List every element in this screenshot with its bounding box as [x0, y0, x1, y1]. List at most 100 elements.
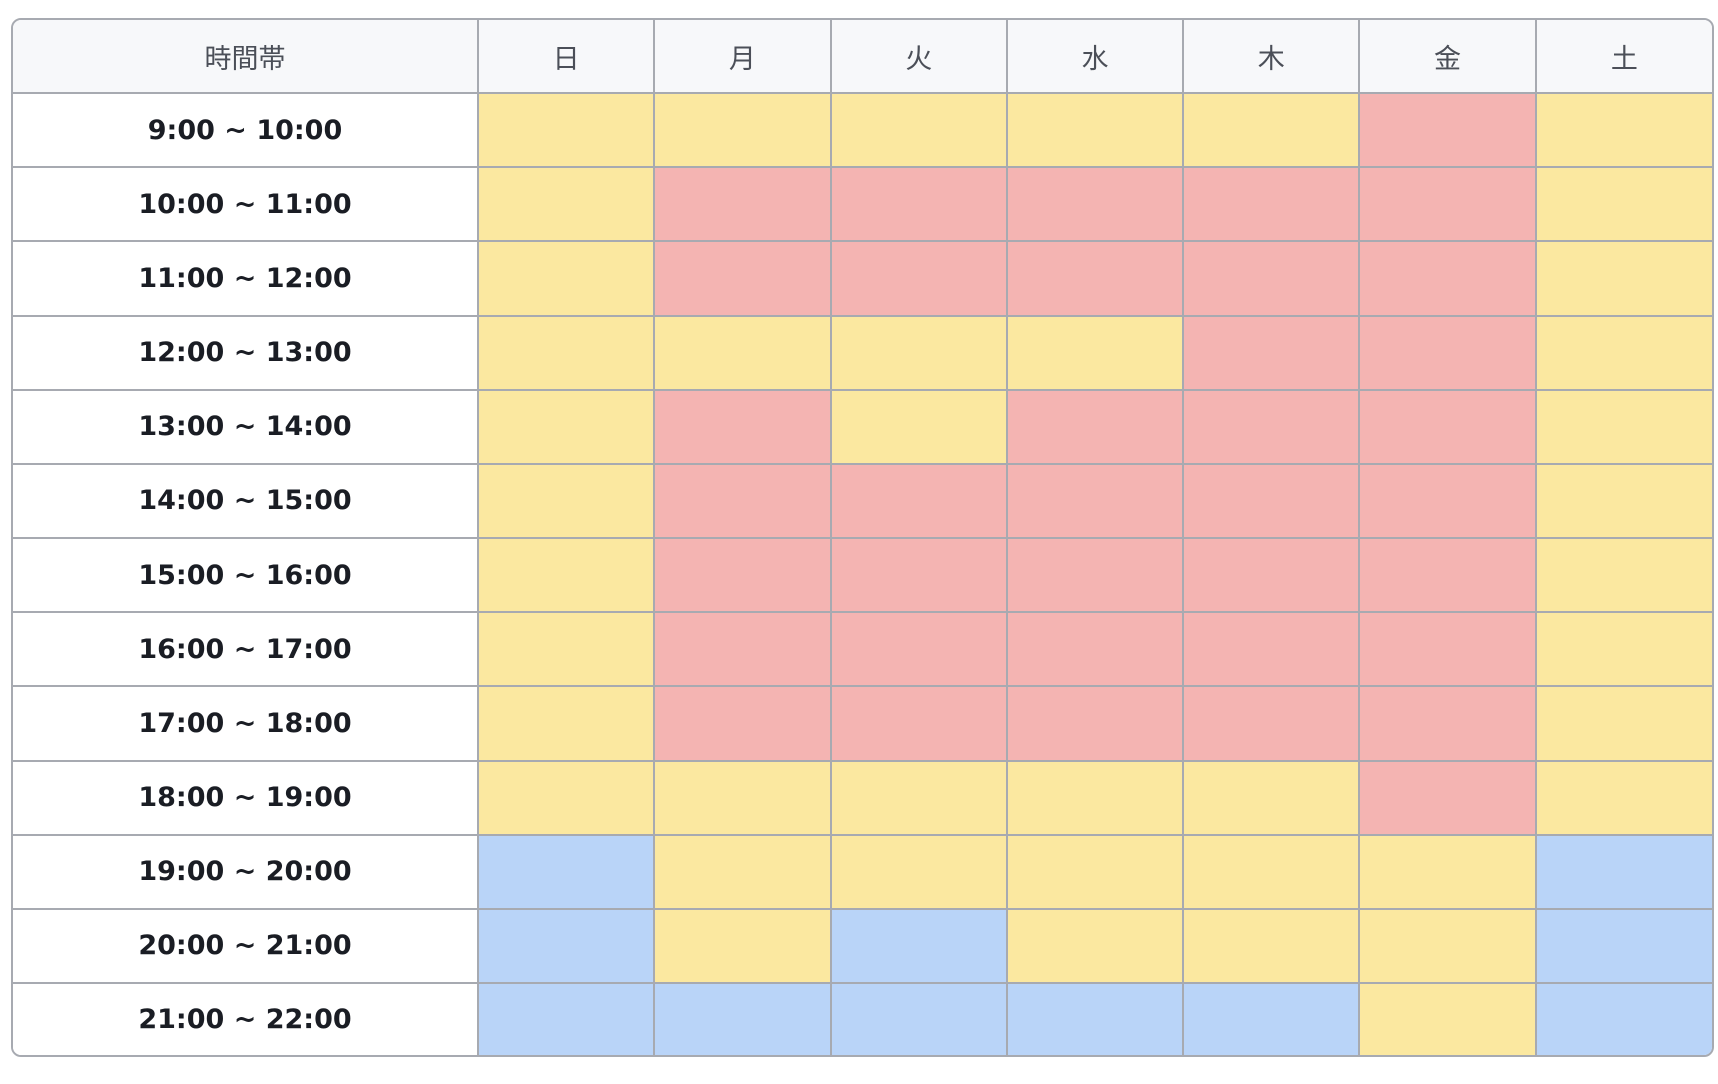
availability-cell-wed[interactable]: [1005, 685, 1185, 762]
availability-cell-thu[interactable]: [1182, 907, 1361, 985]
availability-cell-tue[interactable]: [829, 537, 1008, 614]
availability-cell-fri[interactable]: [1358, 166, 1537, 243]
availability-cell-fri[interactable]: [1358, 907, 1537, 985]
availability-cell-mon[interactable]: [653, 537, 832, 614]
availability-cell-mon[interactable]: [653, 611, 832, 688]
availability-cell-wed[interactable]: [1005, 240, 1185, 317]
availability-cell-sat[interactable]: [1534, 611, 1712, 688]
availability-cell-sat[interactable]: [1534, 314, 1712, 391]
availability-cell-sat[interactable]: [1534, 759, 1712, 836]
availability-cell-wed[interactable]: [1005, 537, 1185, 614]
availability-cell-fri[interactable]: [1358, 982, 1537, 1055]
availability-cell-thu[interactable]: [1182, 982, 1361, 1055]
availability-cell-thu[interactable]: [1182, 91, 1361, 169]
availability-cell-thu[interactable]: [1182, 611, 1361, 688]
availability-cell-tue[interactable]: [829, 462, 1008, 540]
availability-cell-fri[interactable]: [1358, 388, 1537, 465]
availability-cell-fri[interactable]: [1358, 537, 1537, 614]
schedule-table-container: 時間帯 日 月 火 水 木 金 土 9:00 ~ 10:00 10:00 ~ 11…: [11, 18, 1714, 1057]
availability-cell-thu[interactable]: [1182, 685, 1361, 762]
availability-cell-tue[interactable]: [829, 759, 1008, 836]
availability-cell-sat[interactable]: [1534, 907, 1712, 985]
header-day-fri: 金: [1358, 20, 1537, 94]
availability-cell-sat[interactable]: [1534, 685, 1712, 762]
availability-cell-tue[interactable]: [829, 833, 1008, 910]
availability-cell-tue[interactable]: [829, 982, 1008, 1055]
header-day-mon: 月: [653, 20, 832, 94]
availability-cell-sun[interactable]: [476, 462, 656, 540]
availability-cell-sun[interactable]: [476, 833, 656, 910]
table-row: 17:00 ~ 18:00: [13, 685, 1712, 762]
availability-cell-thu[interactable]: [1182, 537, 1361, 614]
availability-cell-sat[interactable]: [1534, 537, 1712, 614]
availability-cell-tue[interactable]: [829, 91, 1008, 169]
availability-cell-sun[interactable]: [476, 537, 656, 614]
availability-cell-fri[interactable]: [1358, 91, 1537, 169]
availability-cell-sat[interactable]: [1534, 91, 1712, 169]
availability-cell-thu[interactable]: [1182, 759, 1361, 836]
availability-cell-thu[interactable]: [1182, 314, 1361, 391]
availability-cell-fri[interactable]: [1358, 240, 1537, 317]
availability-cell-sun[interactable]: [476, 240, 656, 317]
availability-cell-mon[interactable]: [653, 462, 832, 540]
availability-cell-thu[interactable]: [1182, 462, 1361, 540]
availability-cell-mon[interactable]: [653, 388, 832, 465]
time-slot-label: 11:00 ~ 12:00: [13, 240, 479, 317]
availability-cell-sun[interactable]: [476, 166, 656, 243]
header-day-wed: 水: [1005, 20, 1185, 94]
availability-cell-sun[interactable]: [476, 611, 656, 688]
availability-cell-sat[interactable]: [1534, 462, 1712, 540]
availability-cell-sat[interactable]: [1534, 166, 1712, 243]
availability-cell-tue[interactable]: [829, 685, 1008, 762]
availability-cell-tue[interactable]: [829, 907, 1008, 985]
availability-cell-mon[interactable]: [653, 91, 832, 169]
table-row: 14:00 ~ 15:00: [13, 462, 1712, 540]
availability-cell-fri[interactable]: [1358, 685, 1537, 762]
availability-cell-wed[interactable]: [1005, 91, 1185, 169]
availability-cell-wed[interactable]: [1005, 982, 1185, 1055]
availability-cell-wed[interactable]: [1005, 314, 1185, 391]
availability-cell-sun[interactable]: [476, 907, 656, 985]
availability-cell-fri[interactable]: [1358, 462, 1537, 540]
availability-cell-wed[interactable]: [1005, 388, 1185, 465]
availability-cell-mon[interactable]: [653, 166, 832, 243]
availability-cell-wed[interactable]: [1005, 907, 1185, 985]
availability-cell-wed[interactable]: [1005, 833, 1185, 910]
availability-cell-wed[interactable]: [1005, 462, 1185, 540]
table-row: 15:00 ~ 16:00: [13, 537, 1712, 614]
availability-cell-tue[interactable]: [829, 611, 1008, 688]
availability-cell-sat[interactable]: [1534, 982, 1712, 1055]
availability-cell-fri[interactable]: [1358, 314, 1537, 391]
availability-cell-thu[interactable]: [1182, 388, 1361, 465]
availability-cell-wed[interactable]: [1005, 759, 1185, 836]
availability-cell-sat[interactable]: [1534, 388, 1712, 465]
availability-cell-sat[interactable]: [1534, 240, 1712, 317]
availability-cell-tue[interactable]: [829, 388, 1008, 465]
availability-cell-sun[interactable]: [476, 91, 656, 169]
availability-cell-mon[interactable]: [653, 759, 832, 836]
availability-cell-mon[interactable]: [653, 982, 832, 1055]
availability-cell-mon[interactable]: [653, 907, 832, 985]
availability-cell-thu[interactable]: [1182, 166, 1361, 243]
availability-cell-sun[interactable]: [476, 759, 656, 836]
availability-cell-mon[interactable]: [653, 314, 832, 391]
availability-cell-sun[interactable]: [476, 982, 656, 1055]
availability-cell-fri[interactable]: [1358, 759, 1537, 836]
availability-cell-wed[interactable]: [1005, 611, 1185, 688]
availability-cell-fri[interactable]: [1358, 611, 1537, 688]
availability-cell-thu[interactable]: [1182, 833, 1361, 910]
availability-cell-sat[interactable]: [1534, 833, 1712, 910]
availability-cell-sun[interactable]: [476, 685, 656, 762]
availability-cell-tue[interactable]: [829, 166, 1008, 243]
availability-cell-sun[interactable]: [476, 388, 656, 465]
availability-cell-tue[interactable]: [829, 240, 1008, 317]
availability-cell-mon[interactable]: [653, 240, 832, 317]
availability-cell-sun[interactable]: [476, 314, 656, 391]
availability-cell-thu[interactable]: [1182, 240, 1361, 317]
availability-cell-fri[interactable]: [1358, 833, 1537, 910]
availability-cell-mon[interactable]: [653, 685, 832, 762]
time-slot-label: 15:00 ~ 16:00: [13, 537, 479, 614]
availability-cell-wed[interactable]: [1005, 166, 1185, 243]
availability-cell-tue[interactable]: [829, 314, 1008, 391]
availability-cell-mon[interactable]: [653, 833, 832, 910]
